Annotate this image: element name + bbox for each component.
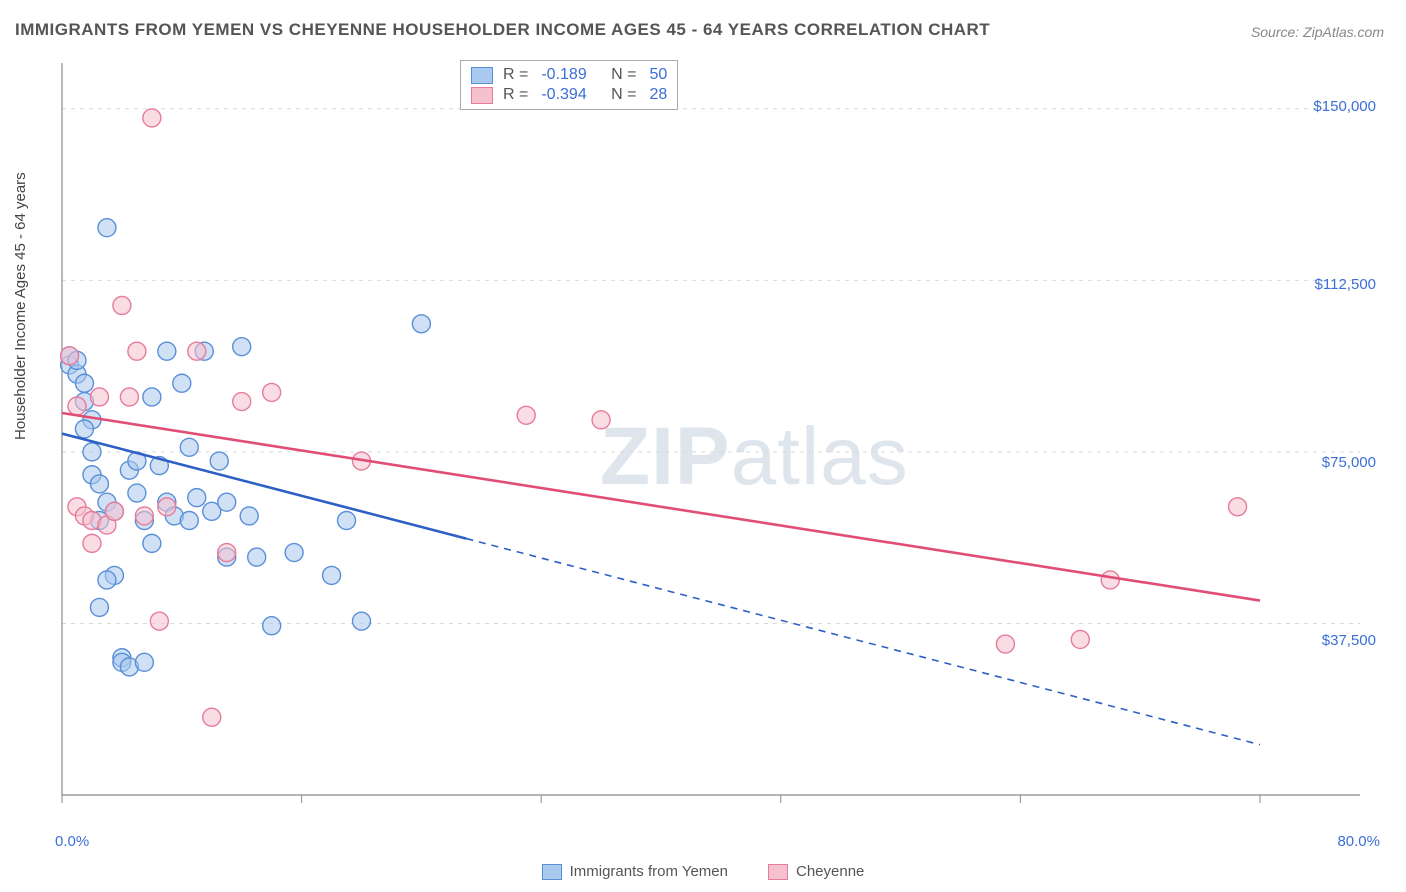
y-tick-37500: $37,500 — [1322, 632, 1376, 649]
legend-row-series1: R = -0.189 N = 50 — [471, 65, 667, 85]
x-tick-min: 0.0% — [55, 833, 89, 850]
r-value-series2: -0.394 — [541, 86, 586, 104]
source-label: Source: — [1251, 24, 1299, 40]
n-label: N = — [611, 86, 636, 104]
n-value-series1: 50 — [650, 66, 668, 84]
y-tick-75000: $75,000 — [1322, 454, 1376, 471]
chart-container: IMMIGRANTS FROM YEMEN VS CHEYENNE HOUSEH… — [0, 0, 1406, 892]
r-label: R = — [503, 86, 528, 104]
y-tick-150000: $150,000 — [1313, 98, 1376, 115]
legend-swatch-series1 — [471, 67, 493, 84]
legend-swatch-series2 — [471, 87, 493, 104]
legend-label-series1: Immigrants from Yemen — [570, 863, 728, 880]
n-label: N = — [611, 66, 636, 84]
scatter-chart — [60, 55, 1380, 815]
legend-swatch-icon — [768, 864, 788, 880]
n-value-series2: 28 — [650, 86, 668, 104]
y-tick-112500: $112,500 — [1315, 276, 1376, 293]
r-label: R = — [503, 66, 528, 84]
plot-area — [60, 55, 1380, 815]
correlation-legend: R = -0.189 N = 50 R = -0.394 N = 28 — [460, 60, 678, 110]
legend-item-series1: Immigrants from Yemen — [542, 863, 728, 880]
source-attribution: Source: ZipAtlas.com — [1251, 24, 1384, 40]
legend-label-series2: Cheyenne — [796, 863, 864, 880]
legend-item-series2: Cheyenne — [768, 863, 864, 880]
series-legend: Immigrants from Yemen Cheyenne — [0, 863, 1406, 880]
x-tick-max: 80.0% — [1337, 833, 1380, 850]
legend-swatch-icon — [542, 864, 562, 880]
chart-title: IMMIGRANTS FROM YEMEN VS CHEYENNE HOUSEH… — [15, 20, 990, 40]
r-value-series1: -0.189 — [541, 66, 586, 84]
legend-row-series2: R = -0.394 N = 28 — [471, 85, 667, 105]
source-value: ZipAtlas.com — [1303, 24, 1384, 40]
y-axis-label: Householder Income Ages 45 - 64 years — [12, 172, 29, 440]
